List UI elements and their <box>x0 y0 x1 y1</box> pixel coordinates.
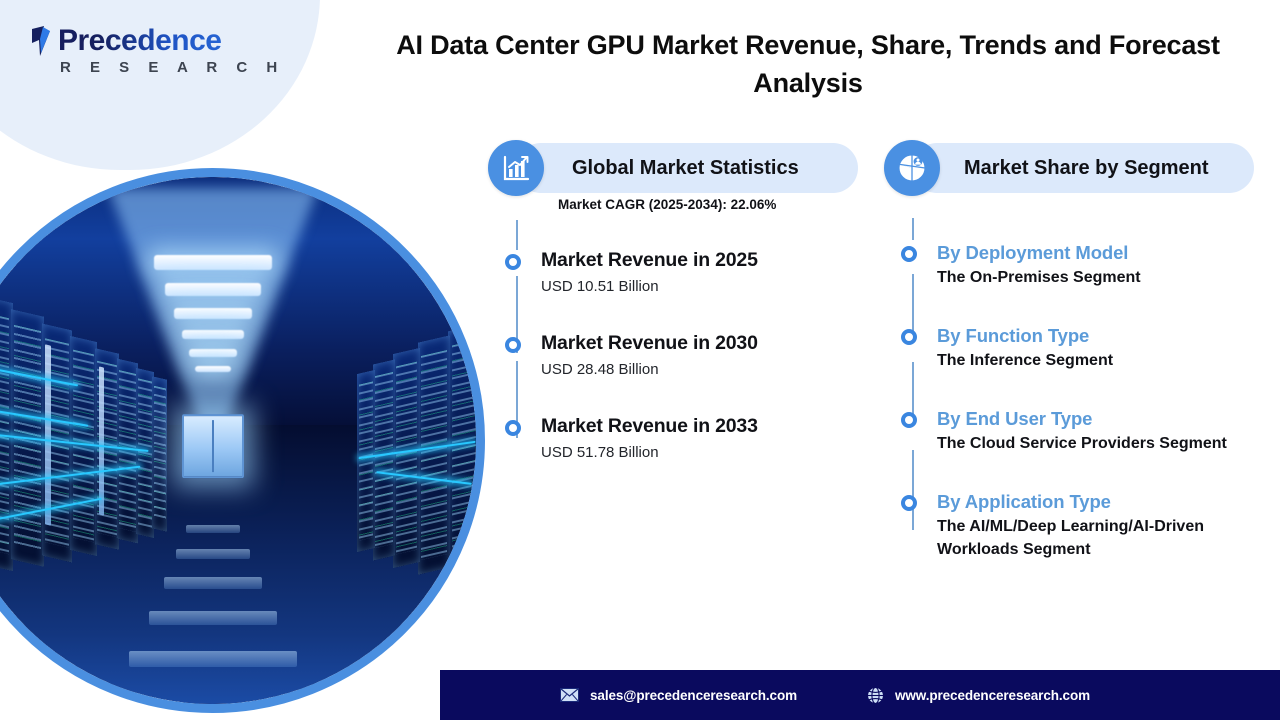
ceiling-light <box>173 308 252 319</box>
segment-item-title: By Deployment Model <box>937 242 1129 263</box>
bullet-marker <box>505 254 521 270</box>
market-cagr-label: Market CAGR (2025-2034): 22.06% <box>558 197 777 212</box>
stat-item-value: USD 10.51 Billion <box>541 278 659 295</box>
bullet-marker <box>901 246 917 262</box>
globe-icon <box>867 686 884 704</box>
stats-panel-heading: Global Market Statistics <box>572 156 799 179</box>
server-rack <box>357 369 375 553</box>
bullet-marker <box>505 420 521 436</box>
brand-subtitle: R E S E A R C H <box>60 59 285 76</box>
segment-item: By End User Type The Cloud Service Provi… <box>901 406 1251 455</box>
segment-panel-heading: Market Share by Segment <box>964 156 1209 179</box>
segment-item: By Deployment Model The On-Premises Segm… <box>901 240 1251 289</box>
rack-highlight <box>45 344 51 526</box>
segment-panel-header: Market Share by Segment <box>912 143 1254 193</box>
timeline-spine <box>516 220 518 250</box>
bullet-marker <box>505 337 521 353</box>
envelope-icon <box>560 688 579 702</box>
segment-item-value: The AI/ML/Deep Learning/AI-Driven Worklo… <box>937 518 1204 558</box>
ceiling-light <box>194 366 231 372</box>
ceiling-light <box>181 330 244 339</box>
timeline-spine <box>516 361 518 438</box>
stats-panel-body: Market CAGR (2025-2034): 22.06% Market R… <box>505 196 855 463</box>
precedence-arrow-mark-icon <box>32 26 50 56</box>
floor-tile <box>128 651 297 667</box>
stat-item-value: USD 51.78 Billion <box>541 444 659 461</box>
data-center-illustration <box>0 177 476 704</box>
corridor-door <box>181 413 244 478</box>
timeline-spine <box>516 276 518 353</box>
server-rack <box>373 359 395 561</box>
brand-logo[interactable]: Precedence R E S E A R C H <box>28 24 285 76</box>
server-rack <box>117 358 138 544</box>
timeline-spine <box>912 450 914 530</box>
stat-item: Market Revenue in 2030 USD 28.48 Billion <box>505 331 855 380</box>
server-rack <box>393 347 420 569</box>
segment-item-title: By Application Type <box>937 491 1111 512</box>
ceiling-light <box>164 283 261 296</box>
server-rack <box>418 335 450 575</box>
stat-item-title: Market Revenue in 2033 <box>541 415 758 437</box>
segment-item: By Function Type The Inference Segment <box>901 323 1251 372</box>
footer-email[interactable]: sales@precedenceresearch.com <box>560 688 797 703</box>
segment-item-title: By Function Type <box>937 325 1090 346</box>
hero-image <box>0 168 485 713</box>
footer-website[interactable]: www.precedenceresearch.com <box>867 686 1090 704</box>
timeline-spine <box>912 274 914 332</box>
server-rack <box>152 376 167 532</box>
page-title: AI Data Center GPU Market Revenue, Share… <box>396 30 1220 98</box>
timeline-spine <box>912 362 914 420</box>
footer-bar: sales@precedenceresearch.com www.precede… <box>440 670 1280 720</box>
stats-panel-header: Global Market Statistics <box>516 143 858 193</box>
stat-item: Market Revenue in 2033 USD 51.78 Billion <box>505 414 855 463</box>
ceiling-light <box>153 255 272 270</box>
segment-item: By Application Type The AI/ML/Deep Learn… <box>901 489 1251 561</box>
brand-name: Precedence <box>28 24 285 58</box>
bullet-marker <box>901 495 917 511</box>
bar-chart-trend-icon <box>488 140 544 196</box>
pie-chart-icon <box>884 140 940 196</box>
floor-tile <box>163 577 262 589</box>
server-rack <box>448 322 476 582</box>
footer-website-text: www.precedenceresearch.com <box>895 687 1090 703</box>
segment-item-value: The Cloud Service Providers Segment <box>937 435 1227 452</box>
rack-highlight <box>99 366 104 516</box>
segment-panel-body: By Deployment Model The On-Premises Segm… <box>901 218 1251 561</box>
timeline-spine <box>912 218 914 240</box>
segment-item-value: The On-Premises Segment <box>937 269 1141 286</box>
bullet-marker <box>901 329 917 345</box>
stat-item-value: USD 28.48 Billion <box>541 361 659 378</box>
stat-item: Market Revenue in 2025 USD 10.51 Billion <box>505 248 855 297</box>
segment-item-title: By End User Type <box>937 408 1093 429</box>
stat-item-title: Market Revenue in 2025 <box>541 249 758 271</box>
ceiling-light <box>188 349 237 357</box>
segment-item-value: The Inference Segment <box>937 352 1114 369</box>
floor-tile <box>185 525 240 533</box>
stat-item-title: Market Revenue in 2030 <box>541 332 758 354</box>
floor-tile <box>175 549 250 559</box>
footer-email-text: sales@precedenceresearch.com <box>590 687 797 703</box>
bullet-marker <box>901 412 917 428</box>
floor-tile <box>148 611 277 625</box>
